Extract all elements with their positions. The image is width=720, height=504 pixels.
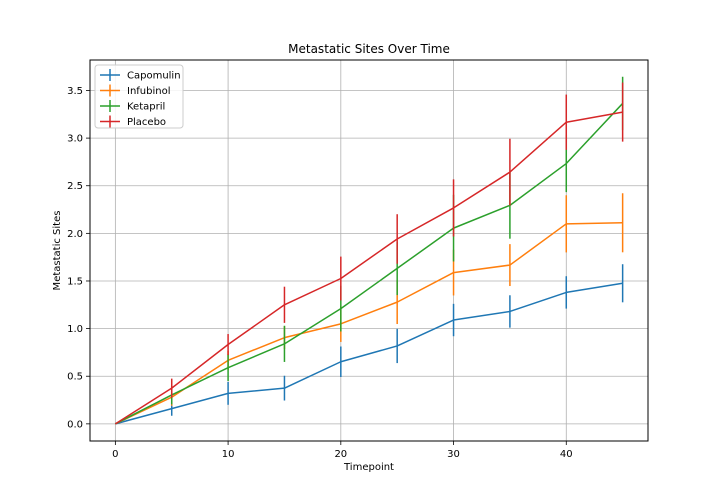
- x-axis-label: Timepoint: [343, 462, 394, 473]
- y-tick-label: 2.0: [67, 229, 83, 240]
- x-tick-label: 40: [560, 449, 573, 460]
- y-tick-label: 2.5: [67, 181, 83, 192]
- legend-item-placebo: Placebo: [100, 115, 166, 128]
- legend: Capomulin Infubinol Ketapril Placebo: [94, 64, 184, 129]
- chart-title: Metastatic Sites Over Time: [288, 42, 450, 56]
- series-capomulin: [115, 264, 624, 425]
- legend-label-capomulin: Capomulin: [127, 71, 181, 82]
- series-line-infubinol: [115, 222, 623, 425]
- legend-label-infubinol: Infubinol: [127, 86, 171, 97]
- series-placebo: [114, 82, 624, 425]
- y-tick-label: 1.5: [67, 276, 83, 287]
- series-infubinol: [115, 193, 624, 425]
- x-tick-label: 0: [112, 449, 118, 460]
- series-line-placebo: [114, 111, 623, 425]
- x-tick-label: 30: [447, 449, 460, 460]
- y-tick-label: 0.5: [67, 372, 83, 383]
- series-line-ketapril: [115, 102, 624, 425]
- y-tick-label: 1.0: [67, 324, 83, 335]
- x-tick-label: 10: [222, 449, 235, 460]
- y-tick-label: 3.0: [67, 134, 83, 145]
- series-ketapril: [115, 76, 624, 425]
- y-tick-label: 3.5: [67, 86, 83, 97]
- axis-ticks: 0 10 20 30 40 0.0 0.5 1.0 1.5 2.0 2.5 3.0 3.5: [67, 86, 573, 460]
- y-tick-label: 0.0: [67, 419, 83, 430]
- plot-frame: [89, 59, 649, 442]
- legend-item-infubinol: Infubinol: [100, 84, 171, 97]
- x-tick-label: 20: [334, 449, 347, 460]
- legend-label-ketapril: Ketapril: [127, 102, 165, 113]
- legend-label-placebo: Placebo: [127, 117, 166, 128]
- legend-box: [94, 64, 184, 129]
- series-layer: [114, 76, 624, 425]
- y-axis-label: Metastatic Sites: [52, 211, 63, 291]
- series-line-capomulin: [115, 282, 623, 425]
- legend-item-ketapril: Ketapril: [100, 100, 165, 113]
- legend-item-capomulin: Capomulin: [100, 69, 181, 82]
